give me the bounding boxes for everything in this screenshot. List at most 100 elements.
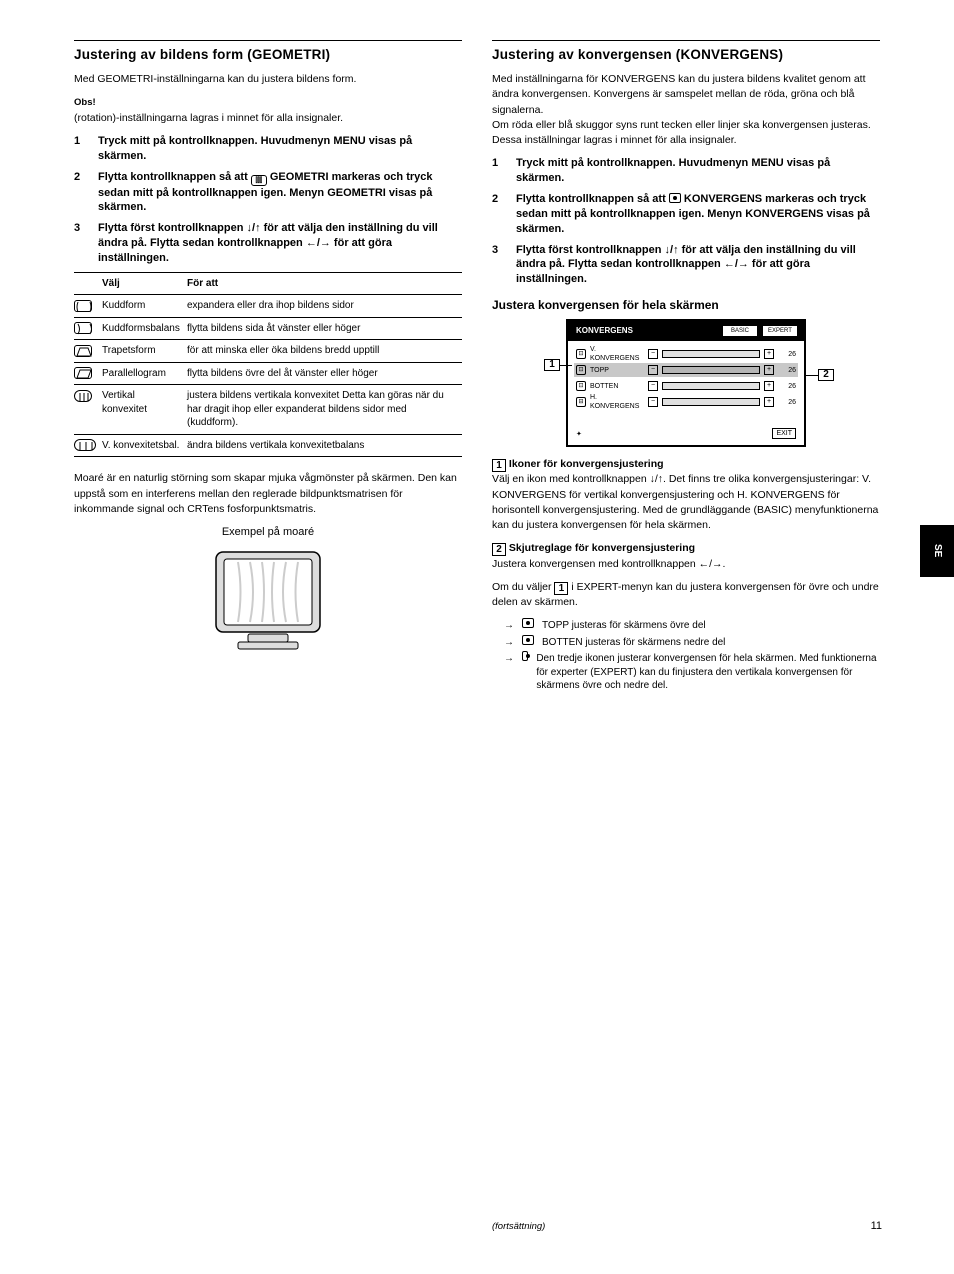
box1-section: 1 Ikoner för konvergensjustering Välj en…	[492, 457, 880, 533]
osd-minus-btn: −	[648, 349, 658, 359]
osd-row-val: 26	[778, 382, 796, 391]
box2-heading: Skjutreglage för konvergensjustering	[509, 542, 695, 554]
vkbal-icon	[74, 439, 96, 451]
detail-item-final: → Den tredje ikonen justerar konvergense…	[504, 651, 880, 693]
moire-caption: Exempel på moaré	[74, 525, 462, 540]
box1-text: Välj en ikon med kontrollknappen ↓/↑. De…	[492, 473, 878, 531]
osd-plus-btn: +	[764, 397, 774, 407]
page-number: 11	[871, 1219, 882, 1234]
callout-1: 1	[544, 359, 560, 371]
left-step-3: 3 Flytta först kontrollknappen ↓/↑ för a…	[74, 221, 462, 266]
continued-label: (fortsättning)	[492, 1221, 545, 1234]
osd-row-icon: ⊡	[576, 381, 586, 391]
osd-logo: ✦	[576, 430, 582, 439]
callout-2: 2	[818, 369, 834, 381]
pin-icon	[74, 300, 92, 312]
step-num: 2	[74, 170, 88, 216]
pinbal-icon	[74, 322, 92, 334]
th-desc: För att	[187, 272, 462, 295]
row-label: Vertikal konvexitet	[102, 385, 187, 435]
trap-icon	[74, 345, 92, 357]
right-intro: Med inställningarna för KONVERGENS kan d…	[492, 72, 880, 148]
right-column: Justering av konvergensen (KONVERGENS) M…	[492, 40, 880, 695]
table-row: Kuddformsbalans flytta bildens sida åt v…	[74, 317, 462, 340]
box2-text: Justera konvergensen med kontrollknappen…	[492, 558, 725, 570]
row-label: Parallellogram	[102, 362, 187, 385]
left-intro: Med GEOMETRI-inställningarna kan du just…	[74, 72, 462, 87]
right-step-1: 1 Tryck mitt på kontrollknappen. Huvudme…	[492, 156, 880, 186]
osd-plus-btn: +	[764, 365, 774, 375]
osd-slider	[662, 350, 760, 358]
step-num: 3	[492, 243, 506, 288]
step-body: Flytta först kontrollknappen ↓/↑ för att…	[516, 244, 856, 286]
osd-minus-btn: −	[648, 365, 658, 375]
right-step-3: 3 Flytta först kontrollknappen ↓/↑ för a…	[492, 243, 880, 288]
row-desc: ändra bildens vertikala konvexitetbalans	[187, 434, 462, 457]
row-label: V. konvexitetsbal.	[102, 434, 187, 457]
note-title: Obs!	[74, 97, 96, 108]
step-body: Tryck mitt på kontrollknappen. Huvudmeny…	[98, 134, 462, 164]
detail-item: → BOTTEN justeras för skärmens nedre del	[504, 635, 880, 650]
osd-row-val: 26	[778, 350, 796, 359]
right-step-2: 2 Flytta kontrollknappen så att KONVERGE…	[492, 192, 880, 237]
convergence-icon	[669, 193, 681, 203]
moire-intro: Moaré är en naturlig störning som skapar…	[74, 471, 462, 517]
osd-row-label: V. KONVERGENS	[590, 345, 644, 364]
step-num: 1	[492, 156, 506, 186]
boxed-1b: 1	[554, 582, 568, 595]
step-body: Tryck mitt på kontrollknappen. Huvudmeny…	[516, 157, 830, 184]
osd-plus-btn: +	[764, 381, 774, 391]
right-subhead: Justera konvergensen för hela skärmen	[492, 297, 880, 313]
vkonv-icon	[74, 390, 92, 402]
table-row: Trapetsform för att minska eller öka bil…	[74, 340, 462, 363]
step-body: Flytta först kontrollknappen ↓/↑ för att…	[98, 221, 462, 266]
boxed-2: 2	[492, 543, 506, 556]
geometry-table: Välj För att Kuddform expandera eller dr…	[74, 272, 462, 458]
boxed-1: 1	[492, 459, 506, 472]
table-row: Parallellogram flytta bildens övre del å…	[74, 362, 462, 385]
osd-diagram: KONVERGENS BASIC EXPERT 1 2 ⊡ V. KONVERG…	[566, 319, 806, 447]
osd-row-label: BOTTEN	[590, 382, 644, 391]
row-desc: flytta bildens sida åt vänster eller hög…	[187, 317, 462, 340]
conv-icon-top	[522, 618, 534, 628]
left-step-2: 2 Flytta kontrollknappen så att ⫿⫿⫿ GEOM…	[74, 170, 462, 216]
osd-row-icon: ⊟	[576, 397, 586, 407]
osd-minus-btn: −	[648, 381, 658, 391]
para-icon	[74, 367, 92, 379]
step-num: 3	[74, 221, 88, 266]
osd-row-icon: ⊡	[576, 365, 586, 375]
th-icon	[74, 272, 102, 295]
box1-heading: Ikoner för konvergensjustering	[509, 458, 664, 470]
osd-exit: EXIT	[772, 428, 796, 439]
detail-item: → TOPP justeras för skärmens övre del	[504, 618, 880, 633]
row-label: Kuddform	[102, 295, 187, 318]
language-tab: SE	[920, 525, 954, 577]
osd-slider	[662, 398, 760, 406]
note-text: (rotation)-inställningarna lagras i minn…	[74, 112, 343, 124]
row-desc: justera bildens vertikala konvexitet Det…	[187, 385, 462, 435]
row-desc: flytta bildens övre del åt vänster eller…	[187, 362, 462, 385]
detail-head: Om du väljer 1 i EXPERT-menyn kan du jus…	[492, 580, 880, 610]
conv-icon-all	[522, 651, 528, 661]
osd-row-label: H. KONVERGENS	[590, 393, 644, 412]
osd-slider	[662, 382, 760, 390]
conv-icon-bottom	[522, 635, 534, 645]
osd-minus-btn: −	[648, 397, 658, 407]
right-heading: Justering av konvergensen (KONVERGENS)	[492, 40, 880, 72]
left-note: Obs! (rotation)-inställningarna lagras i…	[74, 95, 462, 125]
monitor-illustration	[208, 546, 328, 656]
table-row: Vertikal konvexitet justera bildens vert…	[74, 385, 462, 435]
left-column: Justering av bildens form (GEOMETRI) Med…	[74, 40, 462, 656]
row-label: Kuddformsbalans	[102, 317, 187, 340]
osd-row-val: 26	[778, 366, 796, 375]
left-heading: Justering av bildens form (GEOMETRI)	[74, 40, 462, 72]
row-label: Trapetsform	[102, 340, 187, 363]
row-desc: för att minska eller öka bildens bredd u…	[187, 340, 462, 363]
osd-row-icon: ⊡	[576, 349, 586, 359]
step-body: Flytta kontrollknappen så att ⫿⫿⫿ GEOMET…	[98, 170, 462, 216]
osd-plus-btn: +	[764, 349, 774, 359]
geometry-icon: ⫿⫿⫿	[251, 175, 267, 186]
osd-tab-basic: BASIC	[722, 325, 758, 337]
step-body: Flytta kontrollknappen så att KONVERGENS…	[516, 192, 880, 237]
table-row: V. konvexitetsbal. ändra bildens vertika…	[74, 434, 462, 457]
